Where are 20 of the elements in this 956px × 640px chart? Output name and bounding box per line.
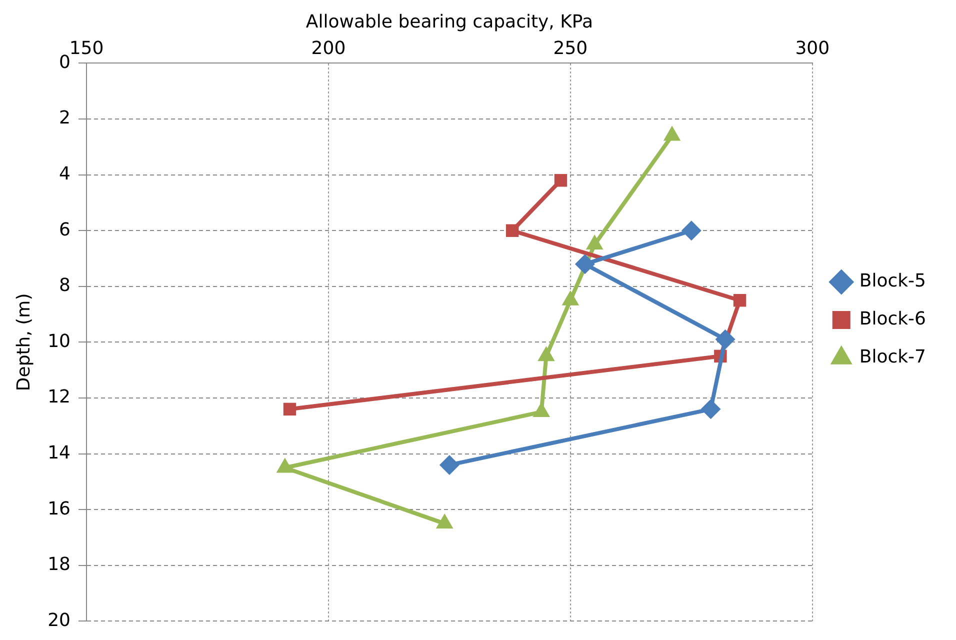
y-tick-label: 16 [48, 498, 71, 520]
y-tick-label: 4 [59, 163, 71, 184]
y-tick-label: 8 [59, 275, 71, 296]
y-tick-label: 14 [48, 442, 71, 464]
y-tick-label: 12 [48, 386, 71, 408]
x-axis-title: Allowable bearing capacity, KPa [306, 11, 593, 32]
y-tick-label: 20 [48, 610, 71, 631]
legend-label: Block-7 [859, 346, 926, 368]
legend-label: Block-6 [859, 308, 926, 330]
legend-label: Block-5 [859, 270, 926, 292]
y-tick-label: 18 [48, 554, 71, 576]
x-tick-label: 250 [553, 38, 588, 60]
x-tick-label: 300 [795, 38, 830, 60]
y-axis-title: Depth, (m) [13, 293, 34, 392]
y-tick-label: 2 [59, 108, 71, 129]
x-tick-label: 150 [69, 38, 104, 60]
x-tick-label: 200 [311, 38, 346, 60]
y-tick-label: 6 [59, 219, 71, 240]
y-tick-label: 10 [48, 330, 71, 352]
y-tick-label: 0 [59, 52, 71, 73]
